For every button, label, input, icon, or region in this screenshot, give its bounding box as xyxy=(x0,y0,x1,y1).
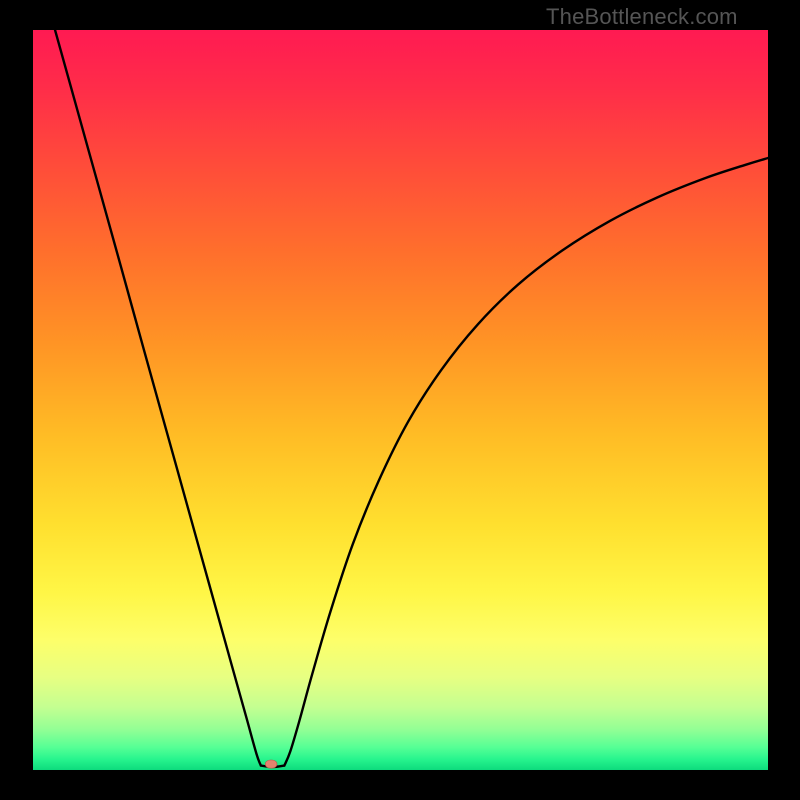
watermark-label: TheBottleneck.com xyxy=(546,4,738,30)
marker-layer xyxy=(33,30,768,770)
plot-area xyxy=(33,30,768,770)
valley-marker xyxy=(265,760,277,768)
chart-stage: TheBottleneck.com xyxy=(0,0,800,800)
